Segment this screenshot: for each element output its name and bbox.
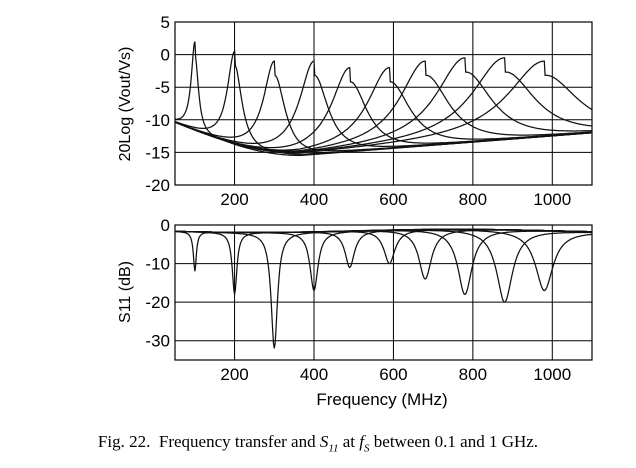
top-x-tick-label: 600 bbox=[379, 190, 407, 209]
top-y-axis-label: 20Log (Vout/Vs) bbox=[117, 47, 134, 162]
top-y-tick-label: -5 bbox=[155, 78, 170, 97]
top-series-1 bbox=[175, 41, 592, 157]
bottom-x-tick-label: 800 bbox=[459, 365, 487, 384]
top-plot-frame bbox=[174, 21, 593, 186]
top-series-10 bbox=[175, 60, 592, 154]
top-y-tick-label: 5 bbox=[161, 13, 170, 32]
caption-s-subscript: 11 bbox=[328, 442, 339, 455]
bottom-x-tick-label: 200 bbox=[220, 365, 248, 384]
top-y-tick-label: -20 bbox=[145, 176, 170, 195]
figure-caption: Fig. 22. Frequency transfer and S11 at f… bbox=[0, 432, 636, 454]
bottom-x-tick-label: 1000 bbox=[533, 365, 571, 384]
bottom-y-tick-label: -30 bbox=[145, 332, 170, 351]
bottom-y-tick-label: -10 bbox=[145, 255, 170, 274]
caption-prefix: Fig. 22. bbox=[97, 432, 151, 451]
top-y-tick-label: -10 bbox=[145, 111, 170, 130]
caption-f-subscript: S bbox=[364, 442, 370, 455]
bottom-series-7 bbox=[175, 229, 592, 280]
caption-text-1: Frequency transfer and bbox=[158, 432, 316, 451]
bottom-y-tick-label: 0 bbox=[161, 216, 170, 235]
top-series-2 bbox=[175, 49, 592, 156]
top-x-tick-label: 400 bbox=[300, 190, 328, 209]
bottom-series-10 bbox=[175, 229, 592, 292]
top-x-tick-label: 200 bbox=[220, 190, 248, 209]
transfer-plot: 200 400 600 800 1000 5 0 -5 -10 -15 -20 bbox=[145, 13, 593, 209]
bottom-y-axis-label: S11 (dB) bbox=[117, 261, 134, 323]
bottom-x-tick-label: 400 bbox=[300, 365, 328, 384]
bottom-x-axis-label: Frequency (MHz) bbox=[316, 390, 447, 409]
bottom-plot-frame bbox=[174, 224, 593, 361]
caption-text-2: at bbox=[342, 432, 356, 451]
top-y-tick-label: -15 bbox=[145, 143, 170, 162]
s11-plot: 200 400 600 800 1000 0 -10 -20 -30 bbox=[145, 216, 593, 384]
caption-text-3: between 0.1 and 1 GHz. bbox=[373, 432, 539, 451]
top-x-tick-label: 800 bbox=[459, 190, 487, 209]
caption-f-symbol: f bbox=[359, 432, 365, 451]
caption-s-symbol: S bbox=[319, 432, 329, 451]
top-x-tick-label: 1000 bbox=[533, 190, 571, 209]
top-y-tick-label: 0 bbox=[161, 46, 170, 65]
bottom-x-tick-label: 600 bbox=[379, 365, 407, 384]
bottom-y-tick-label: -20 bbox=[145, 293, 170, 312]
